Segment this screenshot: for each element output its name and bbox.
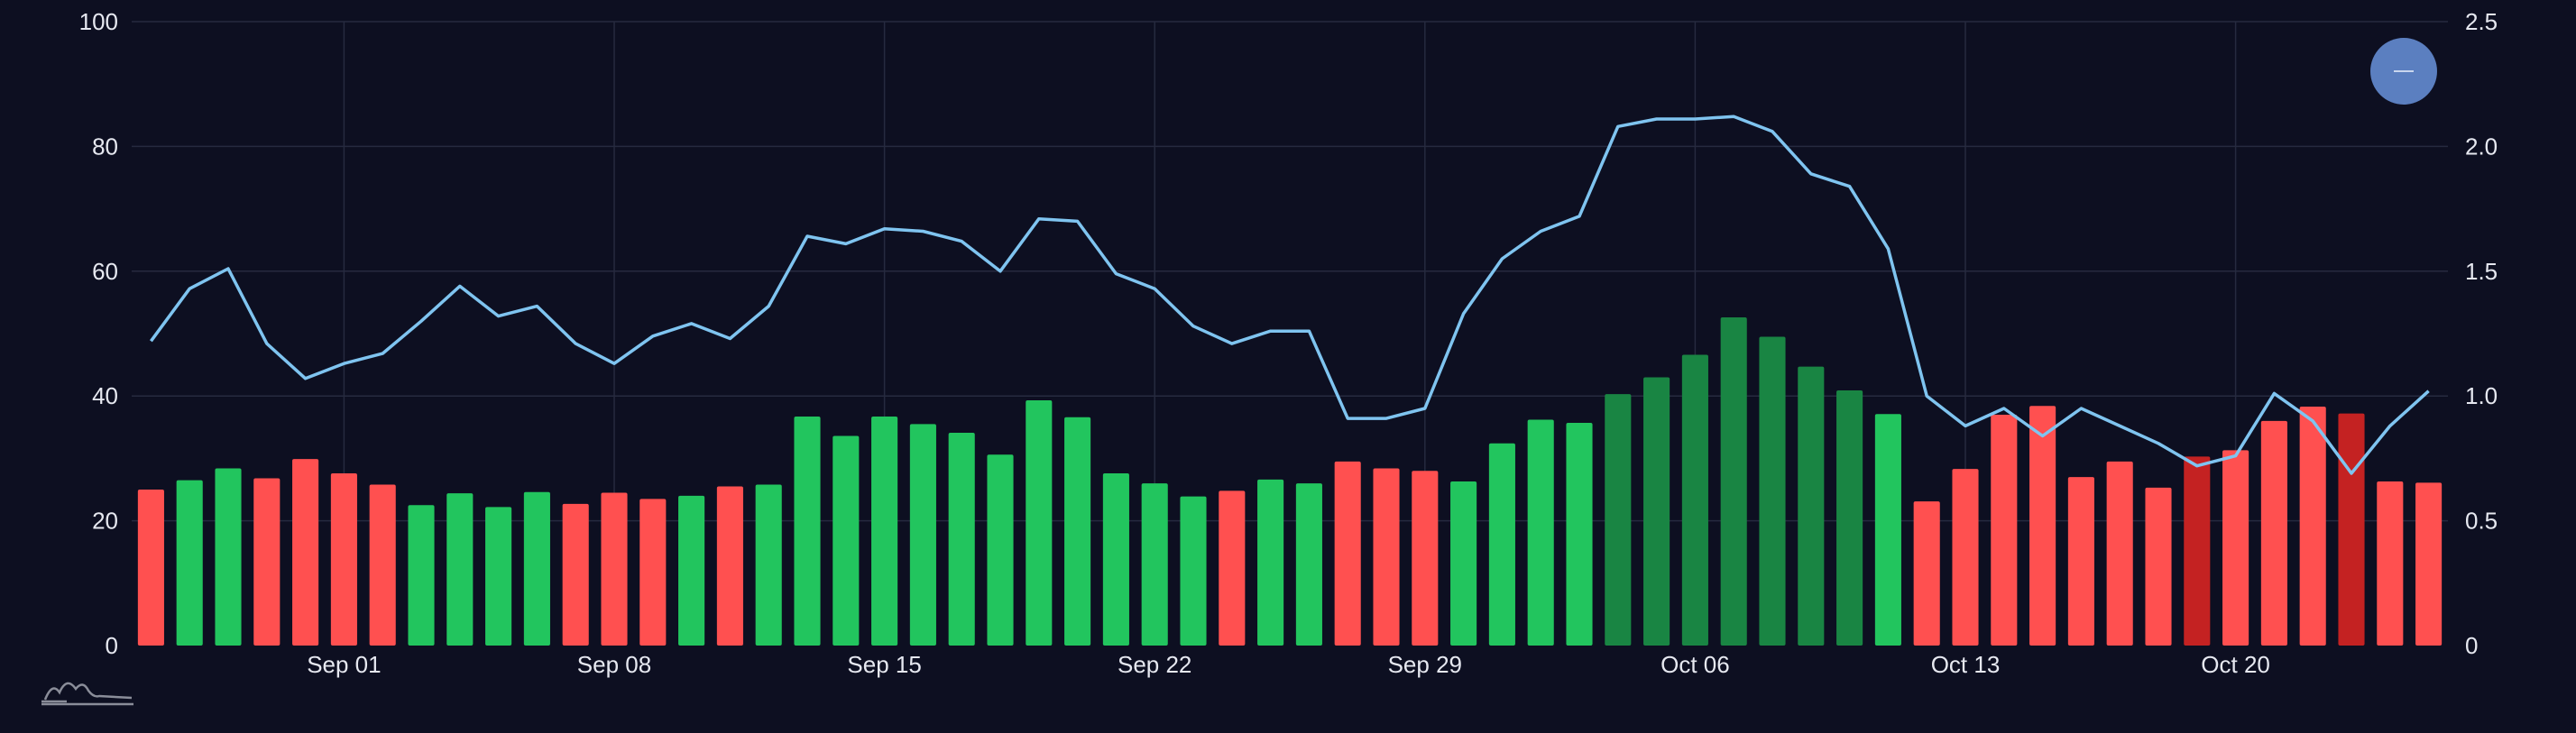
- bar: [1412, 471, 1439, 646]
- bar: [2067, 477, 2094, 646]
- minus-icon: [2394, 70, 2414, 72]
- bar: [948, 433, 975, 646]
- bar: [562, 503, 589, 646]
- y-right-tick-label: 0.5: [2465, 508, 2498, 535]
- bar: [601, 492, 628, 646]
- bar: [1759, 336, 1786, 646]
- bar: [1334, 461, 1361, 646]
- bar: [1566, 422, 1593, 646]
- bar: [794, 417, 821, 646]
- bar: [446, 493, 474, 646]
- ratio-line: [149, 115, 2430, 475]
- bar-series: [137, 317, 2443, 646]
- bar: [2145, 487, 2172, 646]
- y-right-tick-label: 0: [2465, 632, 2478, 659]
- bar: [2222, 450, 2249, 646]
- y-right-tick-label: 1.0: [2465, 382, 2498, 409]
- bar: [2260, 420, 2287, 646]
- bar: [2338, 413, 2365, 646]
- bar: [1913, 501, 1940, 646]
- bar: [1141, 483, 1168, 646]
- y-right-tick-label: 1.5: [2465, 258, 2498, 285]
- bar: [485, 507, 512, 646]
- bar: [137, 490, 164, 646]
- bar: [2184, 456, 2211, 646]
- bar: [1798, 366, 1825, 646]
- bar: [1720, 317, 1747, 646]
- bar: [176, 480, 203, 646]
- bar: [1605, 394, 1632, 646]
- bar: [909, 424, 936, 646]
- x-tick-label: Oct 13: [1931, 651, 2001, 678]
- bar: [678, 495, 705, 646]
- bar: [1450, 481, 1477, 646]
- bar: [1257, 479, 1284, 646]
- x-tick-label: Sep 01: [307, 651, 381, 678]
- bar: [1836, 389, 1863, 646]
- bar: [1488, 443, 1515, 646]
- bar: [408, 505, 435, 646]
- bar: [716, 486, 743, 646]
- bar: [1874, 414, 1901, 646]
- y-left-tick-label: 20: [92, 508, 118, 535]
- bar: [833, 435, 860, 646]
- y-left-tick-label: 100: [79, 8, 118, 35]
- bar: [253, 478, 281, 646]
- y-right-tick-label: 2.0: [2465, 133, 2498, 160]
- x-tick-label: Oct 06: [1661, 651, 1730, 678]
- y-left-tick-label: 0: [106, 632, 118, 659]
- grid-lines: [132, 21, 2448, 646]
- x-axis: Sep 01 Sep 08 Sep 15 Sep 22 Sep 29 Oct 06 Oct …: [307, 651, 2270, 678]
- y-left-tick-label: 40: [92, 382, 118, 409]
- bar: [523, 491, 550, 646]
- bar: [1102, 473, 1129, 646]
- bar: [2377, 481, 2404, 646]
- x-tick-label: Sep 29: [1388, 651, 1462, 678]
- y-axis-left: 0 20 40 60 80 100: [79, 8, 118, 659]
- x-tick-label: Sep 15: [847, 651, 921, 678]
- bar: [1180, 496, 1207, 646]
- bar: [987, 454, 1014, 646]
- bar: [292, 459, 319, 646]
- bar: [2299, 406, 2326, 646]
- zoom-out-button[interactable]: [2370, 38, 2437, 105]
- line-series: [149, 115, 2430, 475]
- y-left-tick-label: 60: [92, 258, 118, 285]
- bar: [215, 468, 242, 646]
- bar: [1064, 417, 1091, 646]
- bar: [1219, 490, 1246, 646]
- bar: [1295, 483, 1322, 646]
- y-left-tick-label: 80: [92, 133, 118, 160]
- bar: [1643, 377, 1670, 646]
- x-tick-label: Sep 08: [577, 651, 651, 678]
- bar: [1373, 468, 1400, 646]
- bar: [639, 499, 667, 646]
- y-axis-right: 0 0.5 1.0 1.5 2.0 2.5: [2465, 8, 2498, 659]
- bar: [330, 473, 357, 646]
- x-tick-label: Sep 22: [1118, 651, 1191, 678]
- bar: [1026, 400, 1053, 646]
- y-right-tick-label: 2.5: [2465, 8, 2498, 35]
- bar: [1991, 414, 2018, 646]
- bar: [2029, 406, 2056, 646]
- bar: [1527, 419, 1554, 646]
- bar: [755, 484, 782, 646]
- x-tick-label: Oct 20: [2201, 651, 2270, 678]
- bar: [2415, 482, 2443, 646]
- mountain-logo-icon: [41, 682, 133, 706]
- bar: [1952, 469, 1979, 646]
- bar: [1681, 354, 1708, 646]
- bar: [2106, 461, 2133, 646]
- bar: [871, 417, 898, 646]
- bar: [369, 484, 396, 646]
